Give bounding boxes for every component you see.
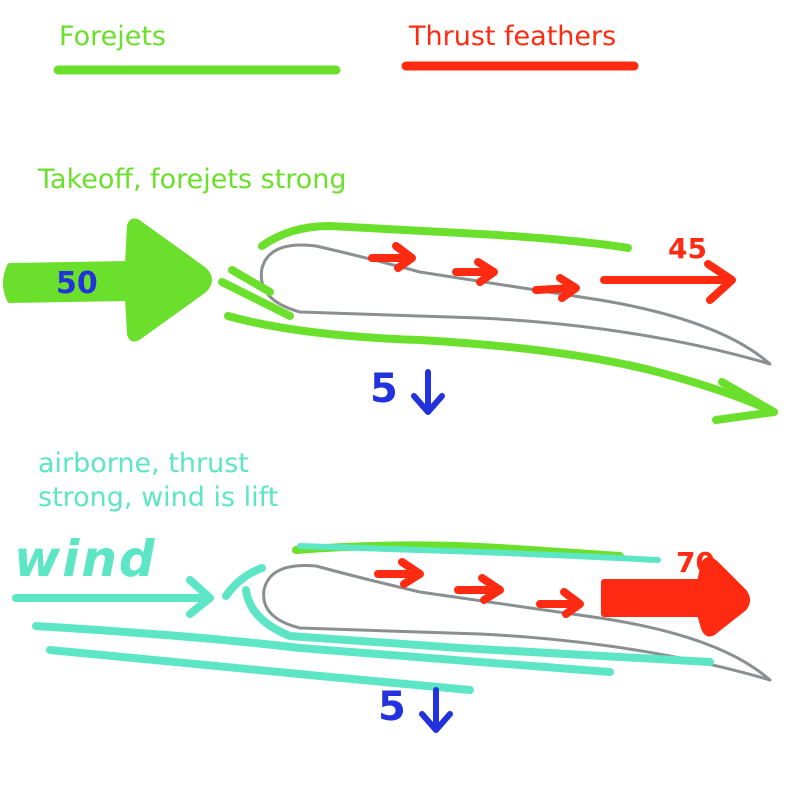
- thrust-arrow-3: [532, 274, 580, 302]
- forejet-stream-arrowhead: [712, 378, 778, 424]
- takeoff-caption: Takeoff, forejets strong: [38, 164, 347, 195]
- thrust-output-arrow-airborne: [601, 557, 750, 637]
- wind-stream-main: [12, 576, 214, 618]
- wind-stream-top: [297, 543, 661, 563]
- thrust-arrow-2: [452, 258, 498, 286]
- forejet-stream-bottom: [224, 312, 774, 414]
- takeoff-down-value: 5: [370, 366, 398, 412]
- input-forejet-arrow: [3, 218, 212, 342]
- lift-down-arrow-airborne: [419, 687, 453, 733]
- wind-label: wind: [14, 530, 157, 588]
- legend-thrust-label: Thrust feathers: [409, 21, 617, 52]
- takeoff-input-value: 50: [56, 266, 98, 301]
- legend-forejets-label: Forejets: [59, 21, 166, 52]
- airborne-caption-line1: airborne, thrust: [38, 448, 249, 479]
- thrust-arrow-6: [536, 588, 584, 618]
- airborne-output-value: 70: [676, 546, 715, 579]
- takeoff-output-value: 45: [668, 232, 707, 265]
- airborne-caption-line2: strong, wind is lift: [38, 482, 279, 513]
- thrust-arrow-5: [454, 574, 504, 604]
- wing-outline-takeoff: [259, 243, 772, 366]
- wind-stream-wrap: [222, 564, 714, 666]
- forejet-stream-chevron: [218, 266, 294, 320]
- airborne-down-value: 5: [378, 684, 406, 730]
- thrust-arrow-1: [368, 242, 416, 272]
- forejet-stream-top: [258, 221, 632, 252]
- thrust-output-arrow-takeoff: [600, 260, 736, 304]
- lift-down-arrow-takeoff: [411, 369, 445, 415]
- wind-stream-lower-2: [46, 646, 474, 694]
- thrust-arrow-4: [374, 558, 424, 588]
- wind-stream-lower-1: [32, 622, 614, 676]
